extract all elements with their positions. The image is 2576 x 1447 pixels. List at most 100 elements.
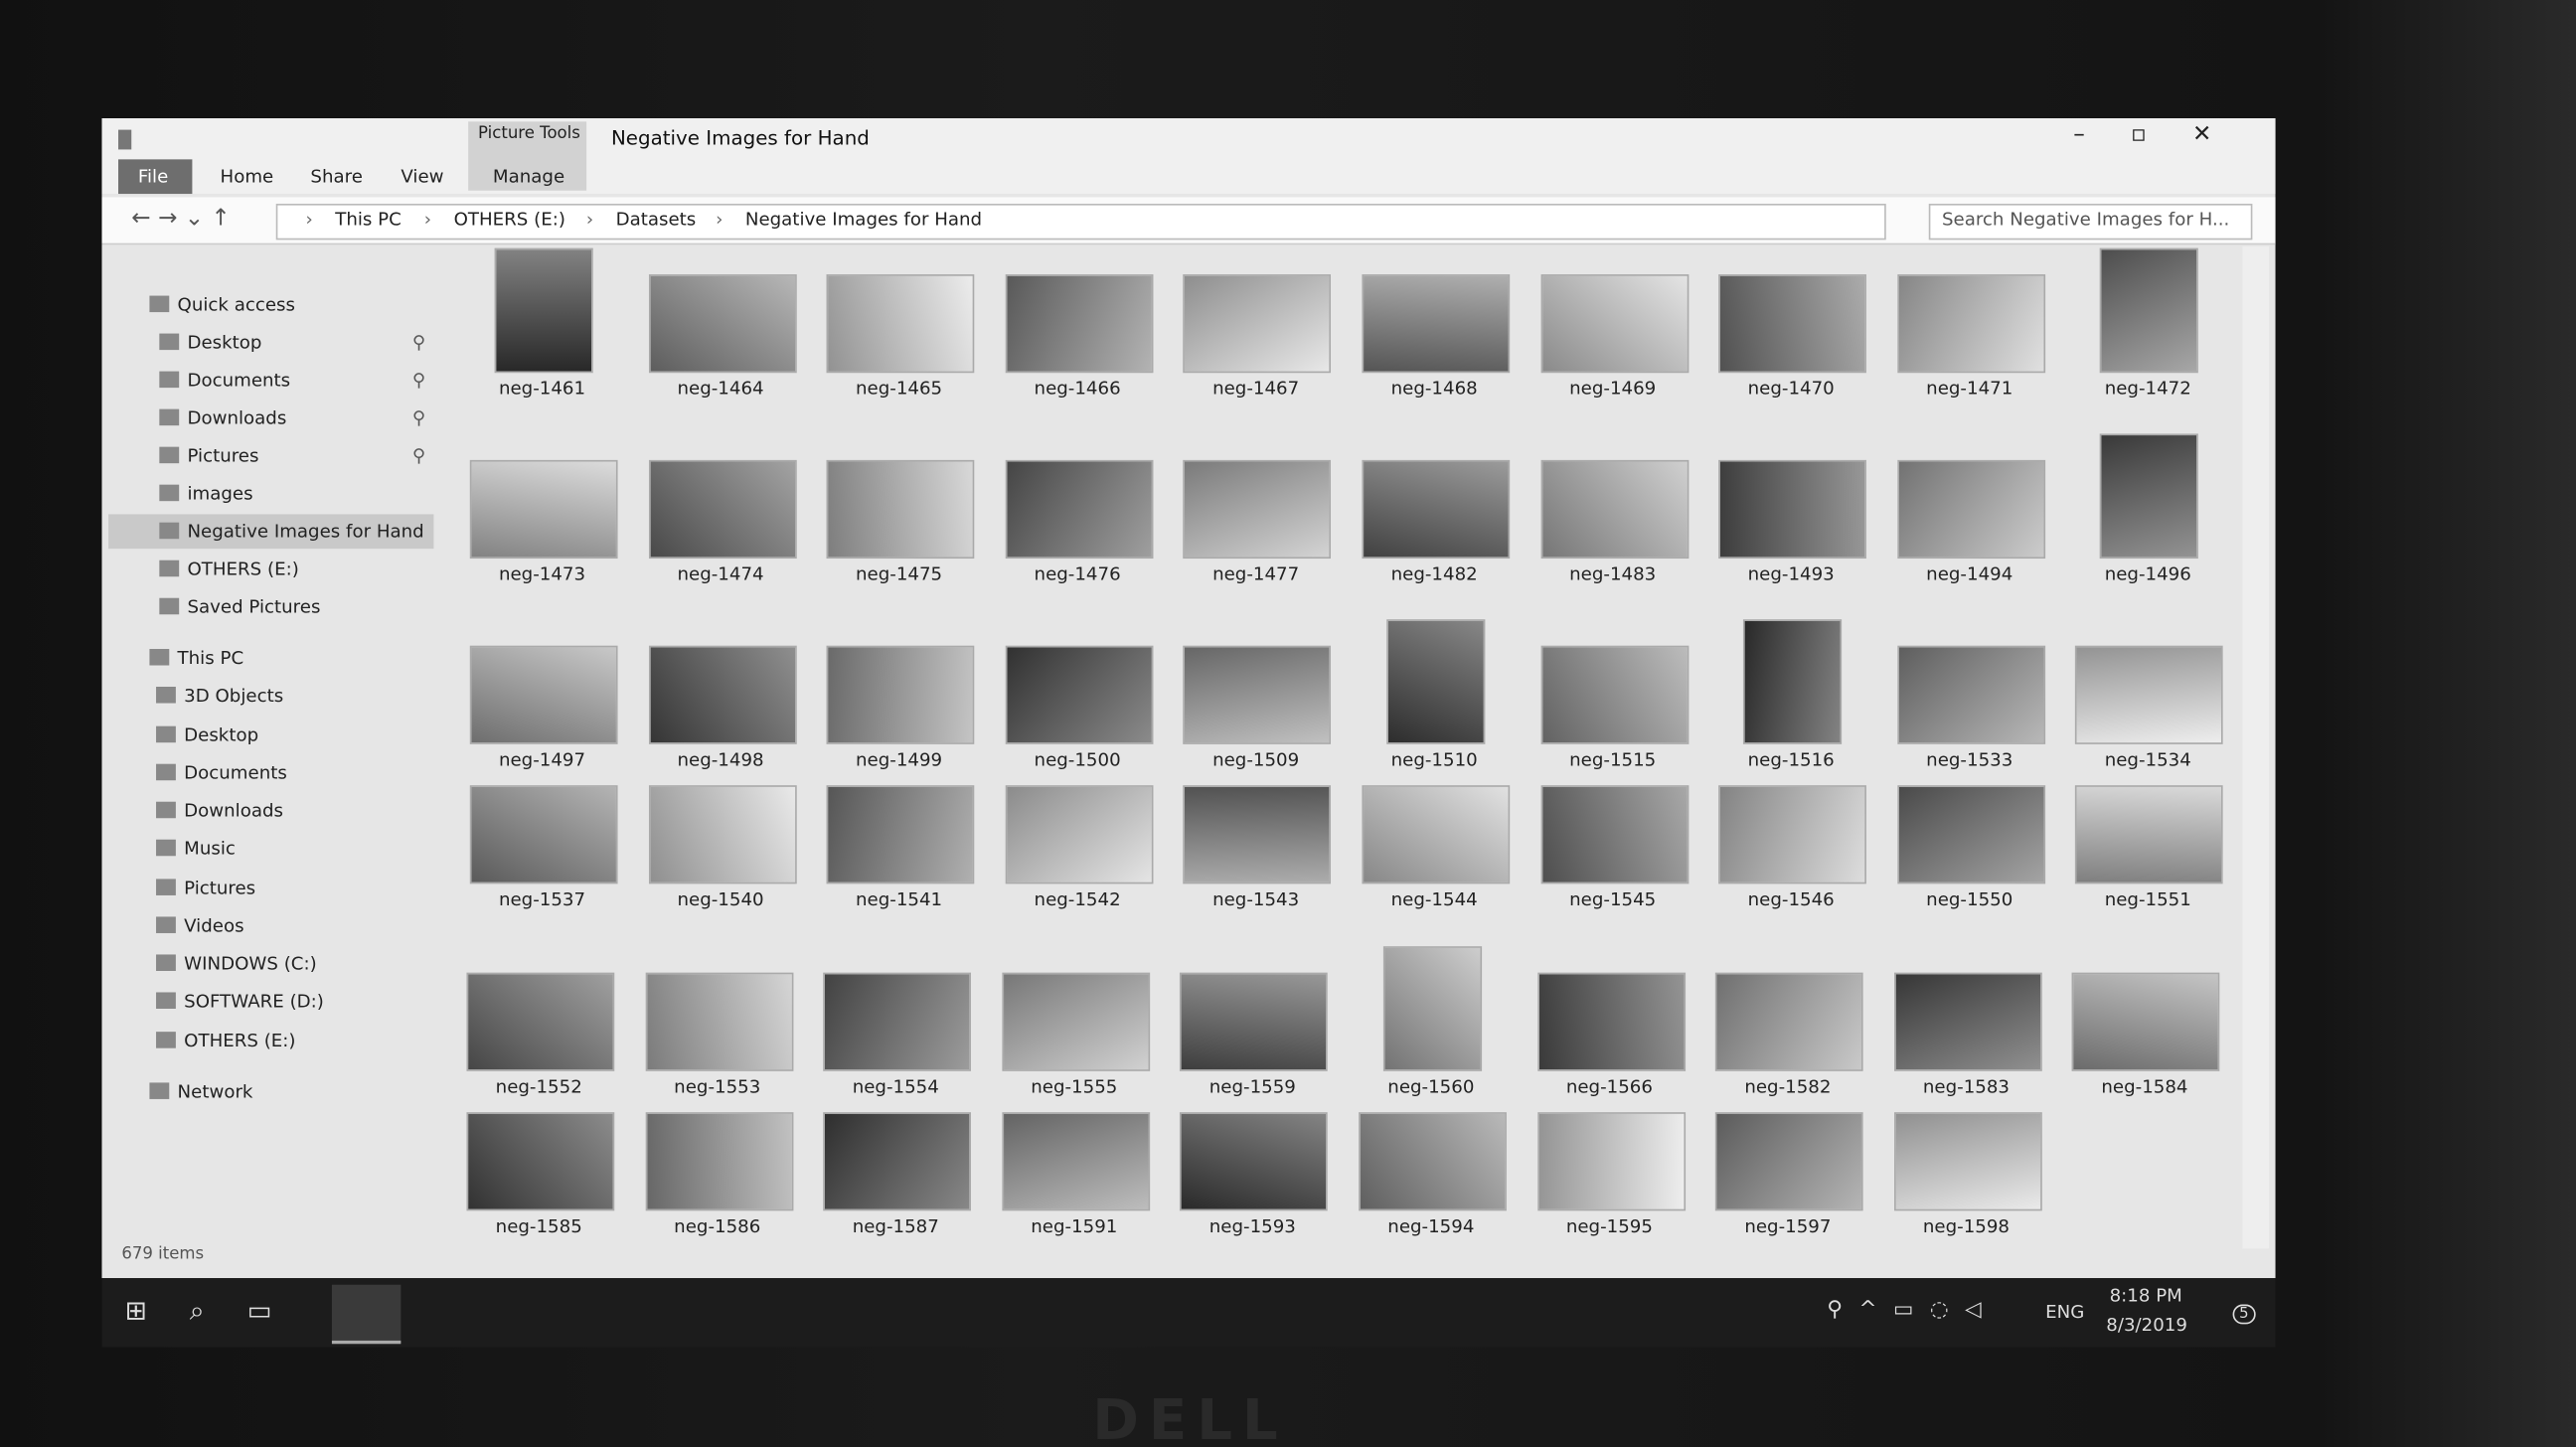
sidebar-item[interactable]: Desktop bbox=[187, 331, 262, 354]
file-name[interactable]: neg-1476 bbox=[1034, 563, 1121, 585]
thumbnail[interactable] bbox=[469, 645, 618, 744]
file-name[interactable]: neg-1559 bbox=[1208, 1075, 1296, 1098]
ribbon-tab[interactable]: Home bbox=[220, 165, 274, 188]
thumbnail[interactable] bbox=[1005, 459, 1154, 560]
thumbnail[interactable] bbox=[1359, 1112, 1507, 1211]
thumbnail[interactable] bbox=[1715, 1112, 1863, 1211]
file-name[interactable]: neg-1552 bbox=[495, 1075, 582, 1098]
thumbnail[interactable] bbox=[1893, 972, 2042, 1071]
window-controls[interactable]: –▫✕ bbox=[2073, 121, 2258, 148]
file-name[interactable]: neg-1474 bbox=[677, 563, 764, 585]
sidebar-item[interactable]: images bbox=[187, 483, 253, 505]
file-name[interactable]: neg-1597 bbox=[1744, 1215, 1832, 1237]
sidebar-item[interactable]: Downloads bbox=[187, 406, 287, 429]
thumbnail[interactable] bbox=[644, 1112, 793, 1211]
thumbnail[interactable] bbox=[1715, 972, 1863, 1071]
ribbon-tab[interactable]: Share bbox=[310, 165, 363, 188]
sidebar-item[interactable]: Saved Pictures bbox=[187, 596, 321, 618]
thumbnail[interactable] bbox=[1183, 459, 1332, 560]
file-name[interactable]: neg-1555 bbox=[1031, 1075, 1118, 1098]
sidebar-item[interactable]: This PC bbox=[177, 647, 244, 669]
thumbnail[interactable] bbox=[644, 972, 793, 1071]
thumbnail[interactable] bbox=[466, 1112, 615, 1211]
thumbnail[interactable] bbox=[2100, 247, 2199, 374]
thumbnail[interactable] bbox=[1539, 785, 1689, 884]
clock-date[interactable]: 8/3/2019 bbox=[2106, 1314, 2187, 1336]
file-name[interactable]: neg-1500 bbox=[1034, 748, 1121, 771]
file-name[interactable]: neg-1469 bbox=[1569, 378, 1657, 400]
thumbnail[interactable] bbox=[1183, 785, 1332, 884]
sidebar-item[interactable]: Pictures bbox=[187, 444, 259, 467]
sidebar-item[interactable]: Videos bbox=[184, 914, 244, 937]
thumbnail[interactable] bbox=[826, 785, 975, 884]
sidebar-item[interactable]: WINDOWS (C:) bbox=[184, 952, 317, 975]
breadcrumb-item[interactable]: This PC bbox=[335, 208, 402, 231]
notification-badge[interactable]: 5 bbox=[2232, 1304, 2256, 1325]
file-name[interactable]: neg-1464 bbox=[677, 378, 764, 400]
sidebar-item[interactable]: Quick access bbox=[177, 293, 296, 316]
thumbnail[interactable] bbox=[1005, 645, 1154, 744]
file-name[interactable]: neg-1545 bbox=[1569, 888, 1657, 910]
thumbnail[interactable] bbox=[1896, 785, 2045, 884]
thumbnail[interactable] bbox=[1180, 972, 1329, 1071]
thumbnail[interactable] bbox=[469, 459, 618, 560]
thumbnail[interactable] bbox=[1005, 274, 1154, 374]
file-name[interactable]: neg-1533 bbox=[1926, 748, 2013, 771]
thumbnail[interactable] bbox=[1539, 645, 1689, 744]
breadcrumb-item[interactable]: Negative Images for Hand bbox=[744, 208, 983, 231]
breadcrumb-item[interactable]: OTHERS (E:) bbox=[453, 208, 565, 231]
ribbon-tab[interactable]: File bbox=[137, 165, 169, 188]
sidebar-item[interactable]: 3D Objects bbox=[184, 685, 284, 707]
thumbnail[interactable] bbox=[1002, 972, 1150, 1071]
file-name[interactable]: neg-1543 bbox=[1212, 888, 1300, 910]
file-name[interactable]: neg-1544 bbox=[1390, 888, 1478, 910]
language[interactable]: ENG bbox=[2045, 1301, 2085, 1323]
thumbnail[interactable] bbox=[1005, 785, 1154, 884]
file-name[interactable]: neg-1475 bbox=[856, 563, 943, 585]
breadcrumb-item[interactable]: Datasets bbox=[615, 208, 697, 231]
scrollbar[interactable] bbox=[2242, 245, 2269, 1249]
thumbnail[interactable] bbox=[1718, 785, 1867, 884]
thumbnail[interactable] bbox=[1183, 645, 1332, 744]
thumbnail[interactable] bbox=[494, 247, 593, 374]
address-bar[interactable] bbox=[275, 203, 1886, 241]
thumbnail[interactable] bbox=[1002, 1112, 1150, 1211]
thumbnail[interactable] bbox=[1539, 459, 1689, 560]
file-name[interactable]: neg-1534 bbox=[2104, 748, 2191, 771]
file-name[interactable]: neg-1471 bbox=[1926, 378, 2013, 400]
thumbnail[interactable] bbox=[1718, 274, 1867, 374]
file-name[interactable]: neg-1461 bbox=[498, 378, 586, 400]
thumbnail[interactable] bbox=[1536, 1112, 1686, 1211]
sidebar-item[interactable]: Music bbox=[184, 838, 236, 860]
ribbon-tab[interactable]: Manage bbox=[492, 165, 565, 188]
file-name[interactable]: neg-1541 bbox=[856, 888, 943, 910]
file-name[interactable]: neg-1583 bbox=[1922, 1075, 2010, 1098]
file-name[interactable]: neg-1497 bbox=[498, 748, 586, 771]
file-name[interactable]: neg-1550 bbox=[1926, 888, 2013, 910]
file-name[interactable]: neg-1509 bbox=[1212, 748, 1300, 771]
tray-icons[interactable]: ⚲^▭◌◁ bbox=[1827, 1297, 1999, 1323]
sidebar-item[interactable]: Desktop bbox=[184, 724, 259, 746]
clock-time[interactable]: 8:18 PM bbox=[2109, 1284, 2182, 1307]
sidebar-item[interactable]: SOFTWARE (D:) bbox=[184, 990, 324, 1013]
file-name[interactable]: neg-1587 bbox=[852, 1215, 939, 1237]
thumbnail[interactable] bbox=[1896, 274, 2045, 374]
thumbnail[interactable] bbox=[469, 785, 618, 884]
search-box[interactable] bbox=[1928, 203, 2253, 241]
thumbnail[interactable] bbox=[1382, 946, 1483, 1071]
thumbnail[interactable] bbox=[826, 645, 975, 744]
file-name[interactable]: neg-1467 bbox=[1212, 378, 1300, 400]
thumbnail[interactable] bbox=[2100, 433, 2199, 560]
taskbar-icons[interactable]: ⊞⌕▭ bbox=[124, 1294, 315, 1327]
file-name[interactable]: neg-1494 bbox=[1926, 563, 2013, 585]
file-name[interactable]: neg-1542 bbox=[1034, 888, 1121, 910]
file-name[interactable]: neg-1584 bbox=[2101, 1075, 2188, 1098]
file-name[interactable]: neg-1477 bbox=[1212, 563, 1300, 585]
sidebar-item[interactable]: Documents bbox=[187, 369, 291, 392]
thumbnail[interactable] bbox=[1362, 274, 1511, 374]
thumbnail[interactable] bbox=[826, 459, 975, 560]
sidebar-item[interactable]: Network bbox=[177, 1080, 253, 1103]
sidebar-item[interactable]: Downloads bbox=[184, 800, 284, 822]
file-name[interactable]: neg-1470 bbox=[1747, 378, 1835, 400]
file-name[interactable]: neg-1516 bbox=[1747, 748, 1835, 771]
